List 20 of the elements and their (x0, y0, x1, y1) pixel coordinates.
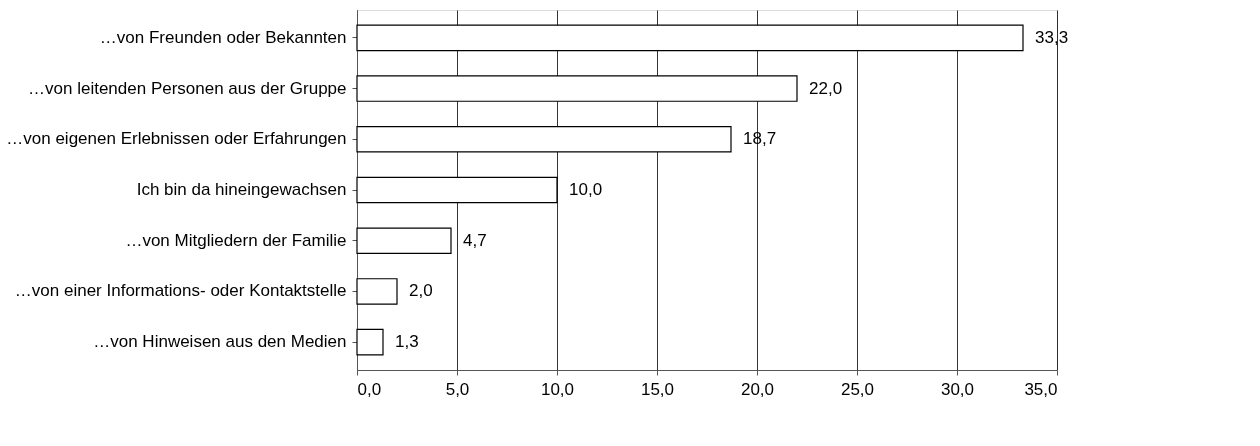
data-label: 1,3 (395, 332, 419, 352)
data-label: 4,7 (463, 230, 487, 250)
x-tick-label: 5,0 (445, 379, 470, 399)
x-tick-label: 25,0 (840, 379, 875, 399)
data-label: 22,0 (809, 78, 843, 98)
x-tick-label: 10,0 (540, 379, 575, 399)
y-tick-label: …von Hinweisen aus den Medien (93, 332, 347, 352)
y-tick-label: …von leitenden Personen aus der Gruppe (28, 78, 347, 98)
data-label: 2,0 (409, 281, 433, 301)
x-tick-label: 35,0 (1024, 379, 1058, 399)
x-tick-label: 30,0 (940, 379, 975, 399)
x-tick-label: 20,0 (740, 379, 775, 399)
y-tick-label: …von einer Informations- oder Kontaktstelle (14, 281, 347, 301)
y-tick-label: …von eigenen Erlebnissen oder Erfahrungen (6, 129, 347, 149)
data-label: 10,0 (569, 180, 603, 199)
y-tick-label: …von Mitgliedern der Familie (125, 230, 347, 250)
x-tick-label: 0,0 (357, 379, 382, 399)
y-tick-label: Ich bin da hineingewachsen (136, 180, 347, 199)
x-tick-label: 15,0 (640, 379, 675, 399)
y-tick-label: …von Freunden oder Bekannten (99, 27, 347, 47)
